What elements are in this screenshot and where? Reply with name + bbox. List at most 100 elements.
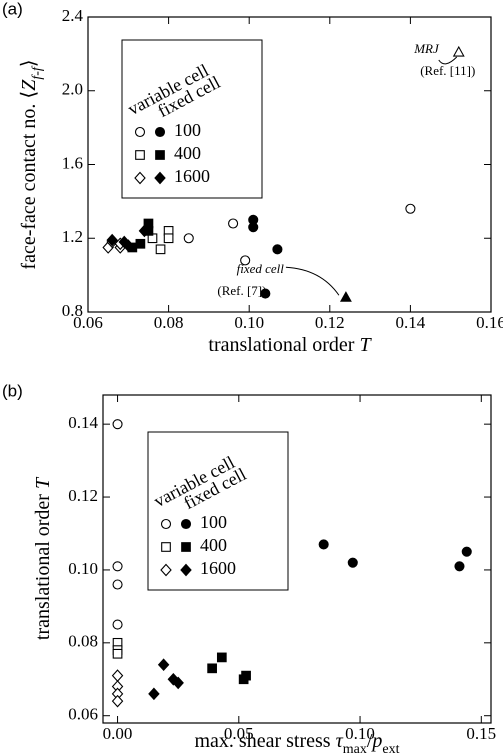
y-tick-label: 2.0 [62,80,83,99]
x-tick-label: 0.08 [154,313,184,332]
legend-marker [135,150,145,160]
data-point [248,222,259,233]
y-tick-label: 0.8 [62,301,83,320]
data-point [405,203,416,214]
label-part: T [359,334,372,356]
x-axis-label: translational order T [208,334,372,356]
y-tick-label: 0.12 [68,486,98,505]
x-tick-label: 0.10 [345,724,375,743]
x-tick-label: 0.12 [315,313,345,332]
data-point [216,652,227,663]
annotation-ref: (Ref. [7]) [217,283,266,298]
legend-marker [155,150,165,160]
label-part: ext [382,742,399,756]
legend-marker [154,171,166,185]
x-tick-label: 0.16 [476,313,503,332]
legend-marker [160,563,172,577]
annotation-text: MRJ [413,41,440,56]
data-point [112,561,123,572]
y-tick-label: 0.14 [68,413,98,432]
data-point [155,244,166,255]
panel-label: (a) [2,0,23,18]
label-part: translational order [208,334,359,356]
data-point [172,676,184,690]
data-point [112,619,123,630]
data-point [461,546,472,557]
y-tick-label: 1.2 [62,227,83,246]
data-point [112,648,123,659]
legend-box [147,431,289,591]
panel-label: (b) [2,381,23,400]
legend-label: 400 [200,535,227,555]
data-point [454,561,465,572]
label-part: ⟩ [18,59,40,67]
data-point [272,244,283,255]
y-tick-label: 0.10 [68,559,98,578]
plot-frame [102,394,492,724]
legend-marker [180,518,192,530]
label-part: Z [18,79,40,91]
data-point [157,658,170,672]
annotation-text: fixed cell [237,261,285,276]
label-part: f-f [30,65,45,80]
data-point [163,233,174,244]
legend-marker [134,126,146,138]
data-point [135,238,146,249]
legend-marker [181,542,191,552]
x-tick-label: 0.14 [396,313,426,332]
y-axis-label: face-face contact no. ⟨Zf-f⟩ [18,59,45,269]
x-tick-label: 0.15 [466,724,496,743]
y-axis-label: translational order T [32,476,54,640]
data-point [318,539,329,550]
data-point [111,669,124,682]
x-tick-label: 0.10 [234,313,264,332]
data-point [260,288,271,299]
annotation-marker [452,45,465,57]
label-part: τ [336,730,344,752]
x-tick-label: 0.05 [224,724,254,743]
x-tick-label: 0.00 [103,724,133,743]
legend-label: 1600 [174,166,210,186]
data-point [240,255,251,266]
data-point [148,687,160,701]
annotation-marker [339,291,352,302]
data-point [228,218,239,229]
legend-label: 400 [174,143,201,163]
legend-marker [161,542,171,552]
data-point [138,224,151,238]
annotation-arrow [285,266,340,296]
legend-marker [180,563,192,577]
legend-box [121,39,263,199]
x-tick-label: 0.06 [73,313,103,332]
label-part: face-face contact no. ⟨ [18,91,40,270]
legend-label: 100 [200,512,227,532]
data-point [111,694,124,708]
label-part: translational order [32,489,54,640]
y-tick-label: 0.08 [68,632,98,651]
y-tick-label: 1.6 [62,153,83,172]
data-point [207,663,217,674]
label-part: p [370,730,382,752]
label-part: max. shear stress [194,730,335,752]
legend-marker [134,171,146,185]
label-part: / [367,730,373,752]
y-tick-label: 2.4 [62,6,84,25]
data-point [106,233,118,247]
data-point [112,579,123,590]
data-point [122,239,135,252]
data-point [183,233,194,244]
label-part: max [343,742,367,756]
legend-label: 1600 [200,558,236,578]
data-point [347,557,358,568]
x-axis-label: max. shear stress τmax/pext [194,730,399,756]
data-point [241,670,251,681]
legend-label: 100 [174,120,201,140]
annotation-arrow [438,56,458,65]
annotation-ref: (Ref. [11]) [420,63,475,78]
legend-marker [154,126,166,138]
data-point [112,419,123,430]
label-part: T [32,476,54,489]
y-tick-label: 0.06 [68,705,98,724]
legend-marker [160,518,172,530]
